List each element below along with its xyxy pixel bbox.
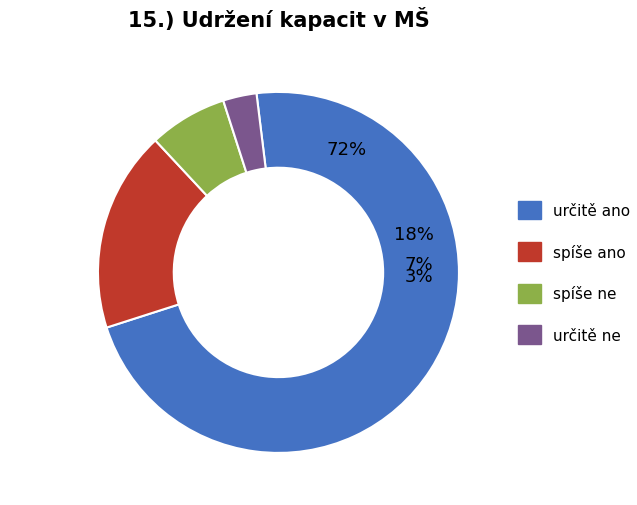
Wedge shape bbox=[155, 102, 247, 196]
Text: 3%: 3% bbox=[405, 268, 434, 285]
Wedge shape bbox=[106, 93, 459, 453]
Text: 7%: 7% bbox=[404, 256, 433, 273]
Wedge shape bbox=[224, 94, 266, 173]
Title: 15.) Udržení kapacit v MŠ: 15.) Udržení kapacit v MŠ bbox=[127, 7, 429, 31]
Text: 18%: 18% bbox=[394, 225, 434, 243]
Legend: určitě ano, spíše ano, spíše ne, určitě ne: určitě ano, spíše ano, spíše ne, určitě … bbox=[512, 195, 636, 350]
Text: 72%: 72% bbox=[327, 141, 367, 159]
Wedge shape bbox=[98, 141, 207, 328]
